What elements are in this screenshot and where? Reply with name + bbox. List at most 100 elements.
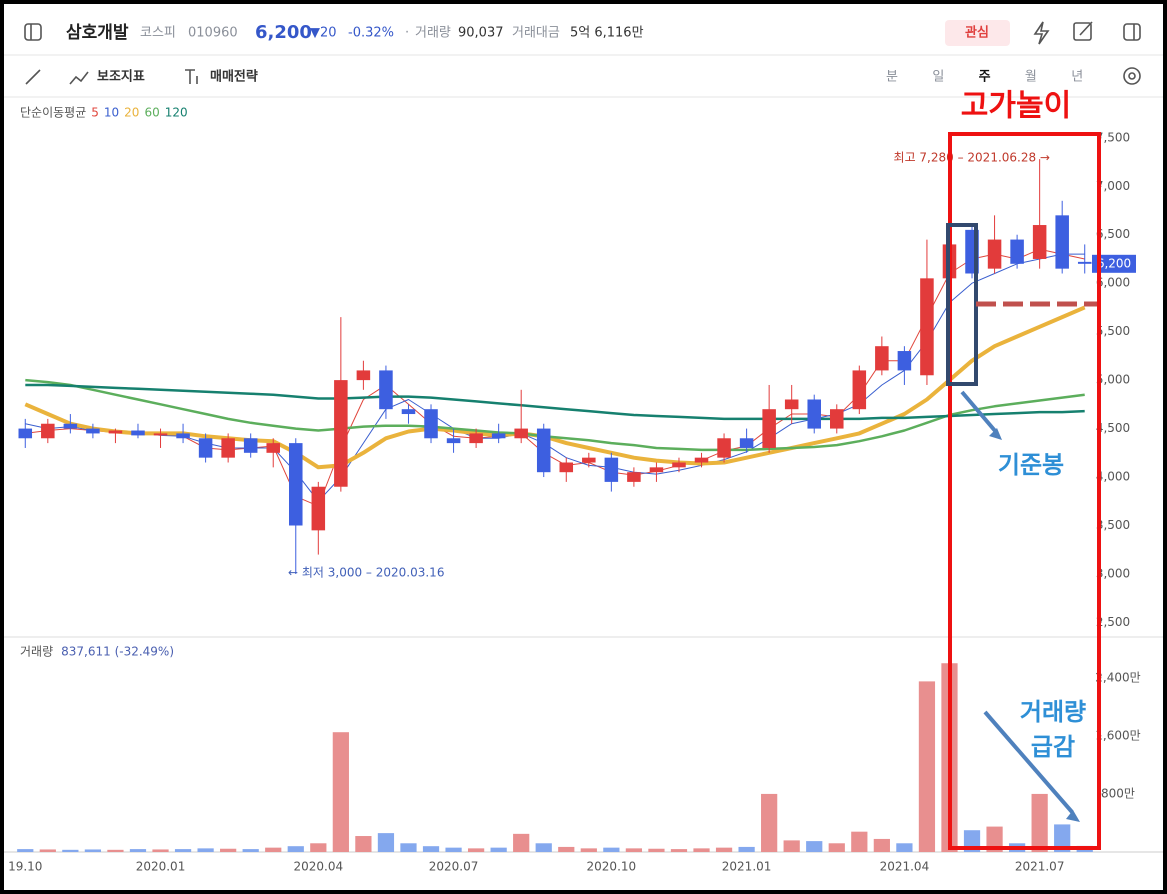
volume-bar [603,847,620,852]
candle-body [86,428,100,434]
volume-bar [400,843,417,852]
candle-body [807,399,821,429]
alert-icon[interactable] [1033,21,1050,45]
candle-body [334,380,348,487]
candle-body [266,443,280,453]
legend-entry: 10 [104,106,119,120]
volume-bar [761,793,778,852]
volume-bar [918,681,936,852]
y-tick-label: 6,000 [1096,276,1130,290]
candle-body [289,443,303,526]
amount-label: 거래대금 [512,26,560,41]
toolbar: 보조지표 매매전략 [4,67,1163,98]
candle-body [446,438,461,444]
candle-body [582,457,596,463]
volume-bar [422,846,440,852]
volume-summary: 837,611 (-32.49%) [61,645,174,659]
stock-code: 010960 [188,26,238,41]
period-tab[interactable]: 일 [932,70,944,85]
indicator-icon[interactable] [69,71,89,85]
candle-body [1055,215,1069,269]
overlay-title: 고가놀이 [961,89,1071,124]
change: ▼20 [310,26,337,41]
legend-entry: 60 [144,106,159,120]
y-tick-label: 4,000 [1096,470,1130,484]
last-price-tag [1092,254,1136,273]
period-tab[interactable]: 주 [979,70,991,85]
strategy-icon[interactable] [185,69,198,84]
candle-body [63,423,78,429]
volume-bar [783,840,800,852]
separator: · [405,26,409,41]
candle-body [739,438,754,448]
volume-bar [107,849,124,852]
candle-body [875,346,889,371]
x-tick-label: 2020.07 [429,860,479,874]
moving-average-line [25,378,1085,452]
period-tab[interactable]: 월 [1025,70,1037,85]
y-tick-label: 3,500 [1096,518,1130,532]
volume-bar [332,732,349,852]
draw-tool-icon[interactable] [25,69,41,85]
y-tick-label: 6,500 [1096,227,1130,241]
volume-bar [265,847,282,852]
candle-body [176,433,190,439]
volume-arrow-head [1066,810,1080,822]
sidebar-icon[interactable] [24,23,42,41]
volume-arrow [983,710,1074,814]
candle-body [1032,225,1047,259]
candle-body [514,428,528,439]
strategy-button[interactable]: 매매전략 [210,69,258,85]
period-tab[interactable]: 분 [886,70,898,85]
candle-body [536,428,551,473]
candle-body [424,409,438,439]
watch-label[interactable]: 관심 [965,25,989,41]
market: 코스피 [140,26,176,41]
stock-name: 삼호개발 [66,23,129,43]
volume-bar [39,849,56,852]
indicator-button[interactable]: 보조지표 [97,70,145,85]
legend-title: 단순이동평균 [20,106,86,120]
highlight-box [948,132,1101,850]
settings-icon[interactable] [1123,67,1141,85]
x-tick-label: 19.10 [8,860,42,874]
volume-bar [715,847,733,852]
volume-bar [129,849,147,852]
volume-bar [1054,824,1071,852]
y-tick-label: 2,400만 [1095,670,1140,684]
volume-bar [377,833,395,852]
x-tick-label: 2021.07 [1015,860,1065,874]
memo-icon[interactable] [1073,22,1092,41]
period-tab[interactable]: 년 [1071,70,1083,85]
volume-bar [535,843,552,852]
high-annotation: 최고 7,280 – 2021.06.28 → [894,151,1050,165]
y-tick-label: 3,000 [1096,566,1130,580]
candle-body [762,409,776,448]
change-pct: -0.32% [348,26,394,41]
base-arrow-head [989,428,1002,440]
candle-body [18,428,33,439]
volume-bar [355,836,372,852]
candle-body [108,430,123,434]
candle-body [627,472,641,482]
volume-bar [828,843,845,852]
volume-bar [62,849,79,852]
volume-bar [986,826,1003,852]
candle-body [469,433,483,444]
y-tick-label: 2,500 [1096,615,1130,629]
x-tick-label: 2020.01 [136,860,186,874]
y-tick-label: 4,500 [1096,421,1130,435]
overlay: 고가놀이 기준봉 거래량 급감 [946,89,1101,850]
panel-icon[interactable] [1123,23,1141,41]
moving-average-line [25,383,1085,421]
volume-bar [152,849,169,852]
volume-bar [84,849,102,852]
volume: 90,037 [458,26,504,41]
watch-button[interactable] [945,20,1010,46]
volume-bar [738,846,755,852]
base-arrow [960,390,998,434]
y-tick-label: 1,600만 [1095,728,1140,742]
volume-label: 거래량 [415,26,451,41]
